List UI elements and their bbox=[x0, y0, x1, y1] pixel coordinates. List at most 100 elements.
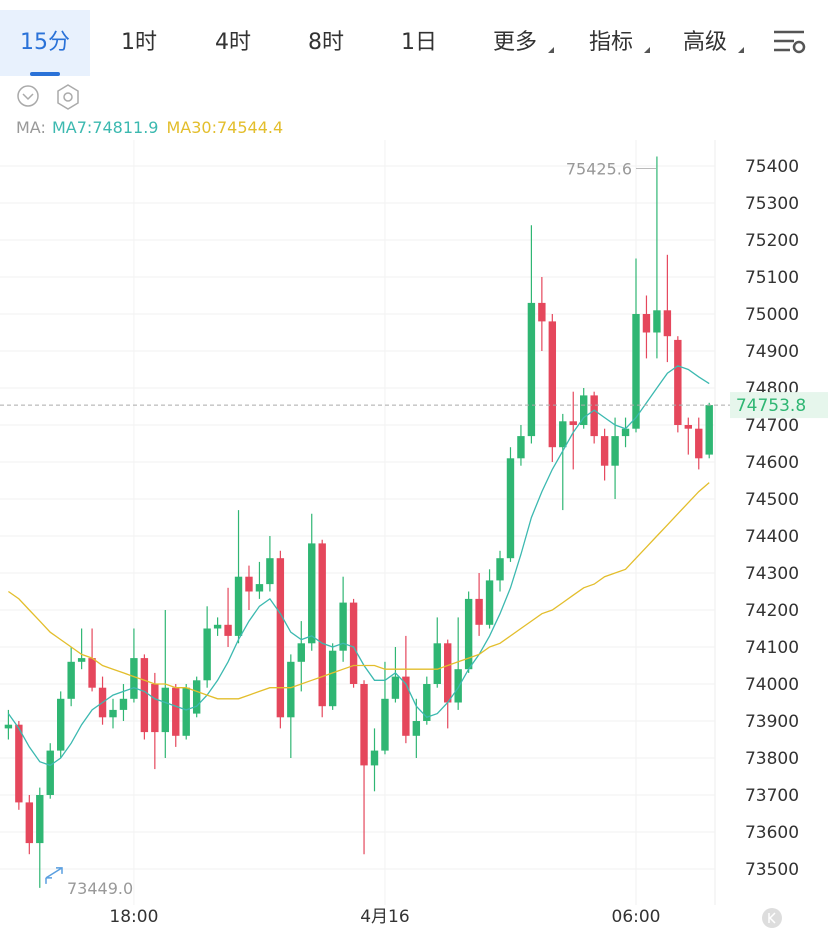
k-icon[interactable] bbox=[762, 908, 782, 928]
candle-body bbox=[475, 598, 483, 625]
candle-body bbox=[287, 661, 295, 718]
candle-body bbox=[538, 302, 546, 322]
y-tick-label: 75300 bbox=[745, 194, 799, 214]
y-tick-label: 75100 bbox=[745, 268, 799, 288]
low-icon bbox=[45, 867, 63, 884]
candle-body bbox=[224, 624, 232, 636]
settings-icon[interactable] bbox=[774, 30, 806, 54]
candle-body bbox=[381, 698, 389, 751]
candle-body bbox=[674, 339, 682, 425]
tab-bar: 15分 1时 4时 8时 1日 更多 指标 高级 bbox=[0, 0, 828, 78]
y-tick-label: 73900 bbox=[745, 712, 799, 732]
candle-body bbox=[4, 724, 13, 729]
y-tick-label: 75200 bbox=[745, 231, 799, 251]
y-tick-label: 73500 bbox=[745, 860, 799, 880]
candle-body bbox=[527, 302, 536, 437]
candle-body bbox=[517, 436, 525, 459]
tab[interactable]: 指标 bbox=[588, 30, 633, 55]
low-label: 73449.0 bbox=[67, 879, 133, 898]
tab[interactable]: 4时 bbox=[215, 30, 251, 55]
y-tick-label: 74600 bbox=[745, 453, 799, 473]
candle-body bbox=[46, 750, 54, 795]
candle-body bbox=[255, 584, 264, 592]
candle-body bbox=[663, 310, 672, 337]
candle-body bbox=[391, 676, 400, 699]
candle-body bbox=[276, 558, 285, 718]
candle-body bbox=[318, 543, 326, 707]
dropdown-triangle bbox=[644, 47, 650, 53]
y-tick-label: 75400 bbox=[745, 157, 799, 177]
candle-body bbox=[360, 684, 368, 766]
candle-body bbox=[433, 643, 441, 684]
settings-hex[interactable] bbox=[57, 84, 79, 110]
candle-body bbox=[632, 314, 640, 429]
candle-body bbox=[172, 687, 180, 736]
candle-body bbox=[77, 658, 86, 662]
candle-body bbox=[705, 405, 713, 455]
tab[interactable]: 15分 bbox=[0, 10, 90, 76]
dropdown-triangle bbox=[548, 47, 554, 53]
candle-body bbox=[192, 680, 201, 714]
candle-body bbox=[611, 436, 619, 466]
candle-body bbox=[213, 624, 222, 629]
candle-body bbox=[57, 698, 65, 751]
candle-body bbox=[140, 658, 149, 733]
candle-body bbox=[161, 687, 169, 733]
y-tick-label: 74700 bbox=[745, 416, 799, 436]
candle-body bbox=[454, 669, 462, 703]
candle-body bbox=[464, 598, 473, 670]
tab[interactable]: 1日 bbox=[401, 30, 437, 55]
candle-body bbox=[349, 602, 358, 684]
candle-body bbox=[548, 321, 557, 448]
candle-body bbox=[130, 658, 138, 699]
collapse-icon[interactable] bbox=[17, 85, 39, 107]
legend-entry: MA30:74544.4 bbox=[166, 118, 283, 137]
y-tick-label: 73600 bbox=[745, 823, 799, 843]
settings-hex-dot bbox=[63, 92, 73, 102]
candle-body bbox=[412, 721, 421, 736]
candle-body bbox=[15, 724, 23, 803]
candle-body bbox=[245, 576, 253, 592]
candle-body bbox=[109, 709, 117, 718]
candle-body bbox=[653, 310, 661, 333]
y-tick-label: 74300 bbox=[745, 564, 799, 584]
high-label: 75425.6 bbox=[566, 160, 632, 179]
y-tick-label: 74200 bbox=[745, 601, 799, 621]
legend-entry: MA7:74811.9 bbox=[52, 118, 158, 137]
candle-body bbox=[559, 421, 567, 448]
candle-body bbox=[119, 698, 128, 710]
ma-line bbox=[8, 482, 710, 700]
x-tick-label: 18:00 bbox=[109, 907, 158, 927]
candle-body bbox=[569, 421, 577, 425]
candle-body bbox=[339, 602, 347, 651]
candle-body bbox=[328, 650, 337, 707]
candle-body bbox=[642, 314, 651, 333]
tab[interactable]: 更多 bbox=[492, 30, 537, 55]
x-tick-label: 06:00 bbox=[612, 907, 661, 927]
tab[interactable]: 高级 bbox=[682, 30, 727, 55]
ma-line bbox=[7, 365, 710, 767]
candle-body bbox=[695, 428, 703, 459]
ma-prefix: MA: bbox=[16, 118, 46, 137]
y-tick-label: 73700 bbox=[745, 786, 799, 806]
candle-body bbox=[496, 558, 504, 581]
candle-body bbox=[266, 558, 274, 585]
tab[interactable]: 1时 bbox=[121, 30, 157, 55]
current-price-box bbox=[730, 392, 828, 419]
candle-body bbox=[600, 436, 609, 466]
tab[interactable]: 8时 bbox=[308, 30, 344, 55]
candle-body bbox=[36, 795, 44, 844]
candle-body bbox=[485, 580, 494, 625]
dropdown-triangle bbox=[738, 47, 744, 53]
candle-body bbox=[25, 802, 34, 844]
k-glyph bbox=[768, 912, 776, 924]
candle-body bbox=[423, 684, 431, 721]
candle-body bbox=[590, 395, 598, 437]
candle-body bbox=[621, 428, 630, 437]
y-tick-label: 75000 bbox=[745, 305, 799, 325]
candle-body bbox=[444, 643, 452, 703]
y-tick-label: 73800 bbox=[745, 749, 799, 769]
y-tick-label: 74000 bbox=[745, 675, 799, 695]
